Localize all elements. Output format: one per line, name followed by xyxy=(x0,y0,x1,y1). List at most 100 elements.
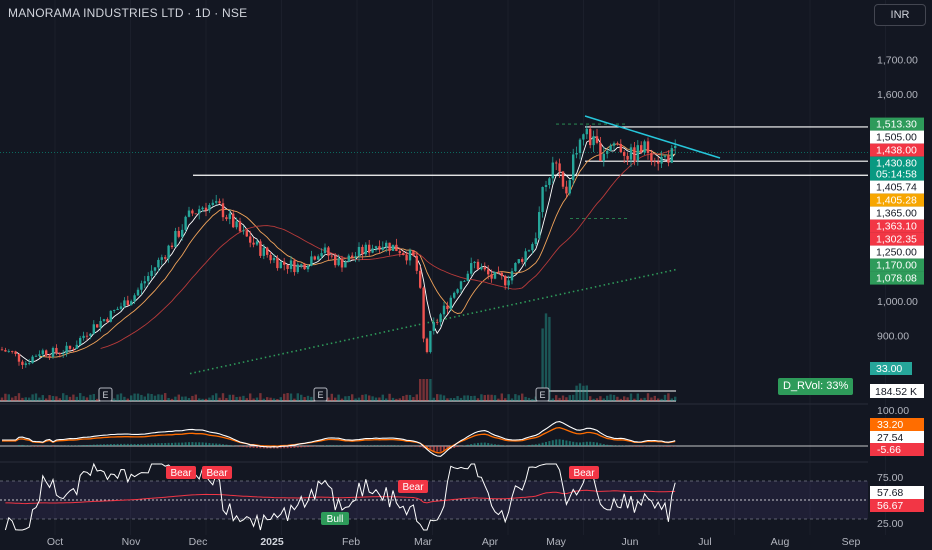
volume-bar xyxy=(623,396,626,401)
time-tick-label: Nov xyxy=(122,536,141,548)
macd-histogram-bar xyxy=(439,446,442,452)
candle-body xyxy=(442,305,446,315)
candle-body xyxy=(119,306,123,309)
macd-histogram-bar xyxy=(245,446,248,448)
macd-histogram-bar xyxy=(96,444,99,446)
macd-histogram-bar xyxy=(364,445,367,446)
volume-bar xyxy=(221,393,225,401)
macd-histogram-bar xyxy=(167,442,170,446)
macd-histogram-bar xyxy=(286,446,289,449)
macd-histogram-bar xyxy=(483,442,486,446)
volume-bar xyxy=(164,393,167,401)
volume-bar xyxy=(493,395,497,401)
candle-body xyxy=(667,155,670,163)
macd-histogram-bar xyxy=(171,442,173,446)
macd-histogram-bar xyxy=(415,446,418,447)
volume-bar xyxy=(279,397,282,401)
candle-body xyxy=(262,247,265,256)
volume-bar xyxy=(276,398,279,401)
candle-body xyxy=(167,245,170,259)
candle-body xyxy=(364,244,367,255)
candle-body xyxy=(238,221,242,232)
volume-bar xyxy=(490,394,493,401)
volume-bar xyxy=(643,397,646,401)
volume-bar xyxy=(548,316,551,401)
volume-bar xyxy=(453,398,456,401)
volume-bar xyxy=(330,393,333,401)
volume-bar xyxy=(446,398,449,401)
macd-histogram-bar xyxy=(419,446,422,448)
candle-body xyxy=(446,305,449,310)
volume-bar xyxy=(218,397,221,401)
volume-bar xyxy=(357,397,361,401)
earnings-marker[interactable]: E xyxy=(535,387,550,402)
volume-bar xyxy=(619,398,622,401)
volume-bar xyxy=(487,394,490,401)
candle-body xyxy=(449,297,452,310)
volume-bar xyxy=(232,394,235,401)
volume-bar xyxy=(612,394,616,401)
earnings-markers[interactable]: E E E xyxy=(98,387,550,402)
time-tick-label: Apr xyxy=(482,536,499,548)
price-label-bg xyxy=(870,206,924,220)
volume-bar xyxy=(436,394,439,401)
macd-histogram-bar xyxy=(157,443,160,446)
candle-body xyxy=(116,308,119,310)
candle-body xyxy=(340,258,344,268)
rsi-signals[interactable]: Bear Bear Bull Bear Bear xyxy=(166,466,599,525)
volume-bar xyxy=(140,394,143,401)
candle-body xyxy=(300,264,303,266)
earnings-marker[interactable]: E xyxy=(98,387,113,402)
candle-body xyxy=(629,147,633,160)
chart-title: MANORAMA INDUSTRIES LTD · 1D · NSE xyxy=(8,6,248,20)
volume-bar xyxy=(606,395,609,401)
candle-body xyxy=(582,134,585,140)
candle-body xyxy=(72,348,75,350)
earnings-marker[interactable]: E xyxy=(313,387,328,402)
candle-body xyxy=(0,349,4,351)
volume-bar xyxy=(480,394,483,401)
price-candles[interactable] xyxy=(0,125,677,369)
candle-body xyxy=(395,244,398,252)
candle-body xyxy=(208,204,211,211)
macd-histogram-bar xyxy=(99,444,102,446)
candle-body xyxy=(633,147,636,161)
candle-body xyxy=(599,142,602,161)
candle-body xyxy=(136,289,140,296)
volume-bar xyxy=(14,396,17,401)
price-label-bg xyxy=(870,180,924,194)
svg-text:57.68: 57.68 xyxy=(877,487,903,499)
candle-body xyxy=(521,259,524,262)
volume-bar xyxy=(133,393,136,401)
candle-body xyxy=(602,153,605,161)
volume-bar xyxy=(395,398,398,401)
macd-histogram-bar xyxy=(147,443,150,446)
currency-selector[interactable]: INR xyxy=(874,4,926,26)
candle-body xyxy=(75,344,78,349)
macd-histogram-bar xyxy=(177,442,180,446)
candle-body xyxy=(507,280,510,286)
time-axis[interactable]: Oct Nov Dec 2025 Feb Mar Apr May Jun Jul Aug Sep xyxy=(47,536,861,548)
price-label-bg xyxy=(870,117,924,131)
volume-bar xyxy=(201,398,204,401)
macd-histogram-bar xyxy=(541,442,544,446)
time-tick-label: Feb xyxy=(342,536,360,548)
candle-body xyxy=(249,236,252,243)
rsi-signal-bull: Bull xyxy=(321,512,349,525)
svg-text:100.00: 100.00 xyxy=(877,405,909,417)
macd-histogram-bar xyxy=(555,439,558,446)
svg-text:Bull: Bull xyxy=(327,514,344,525)
macd-histogram-bar xyxy=(572,441,575,446)
volume-bar xyxy=(283,393,286,401)
rsi-axis-labels: 75.00 57.68 56.67 25.00 xyxy=(870,472,924,530)
macd-histogram-bar xyxy=(79,445,82,446)
macd-histogram-bar xyxy=(378,445,381,446)
macd-histogram-bar xyxy=(283,446,286,449)
candle-body xyxy=(538,212,541,239)
macd-histogram-bar xyxy=(191,442,194,446)
candle-body xyxy=(17,353,21,362)
trend-line[interactable] xyxy=(584,115,721,159)
macd-histogram-bar xyxy=(619,445,622,446)
macd-histogram-bar xyxy=(215,443,218,446)
